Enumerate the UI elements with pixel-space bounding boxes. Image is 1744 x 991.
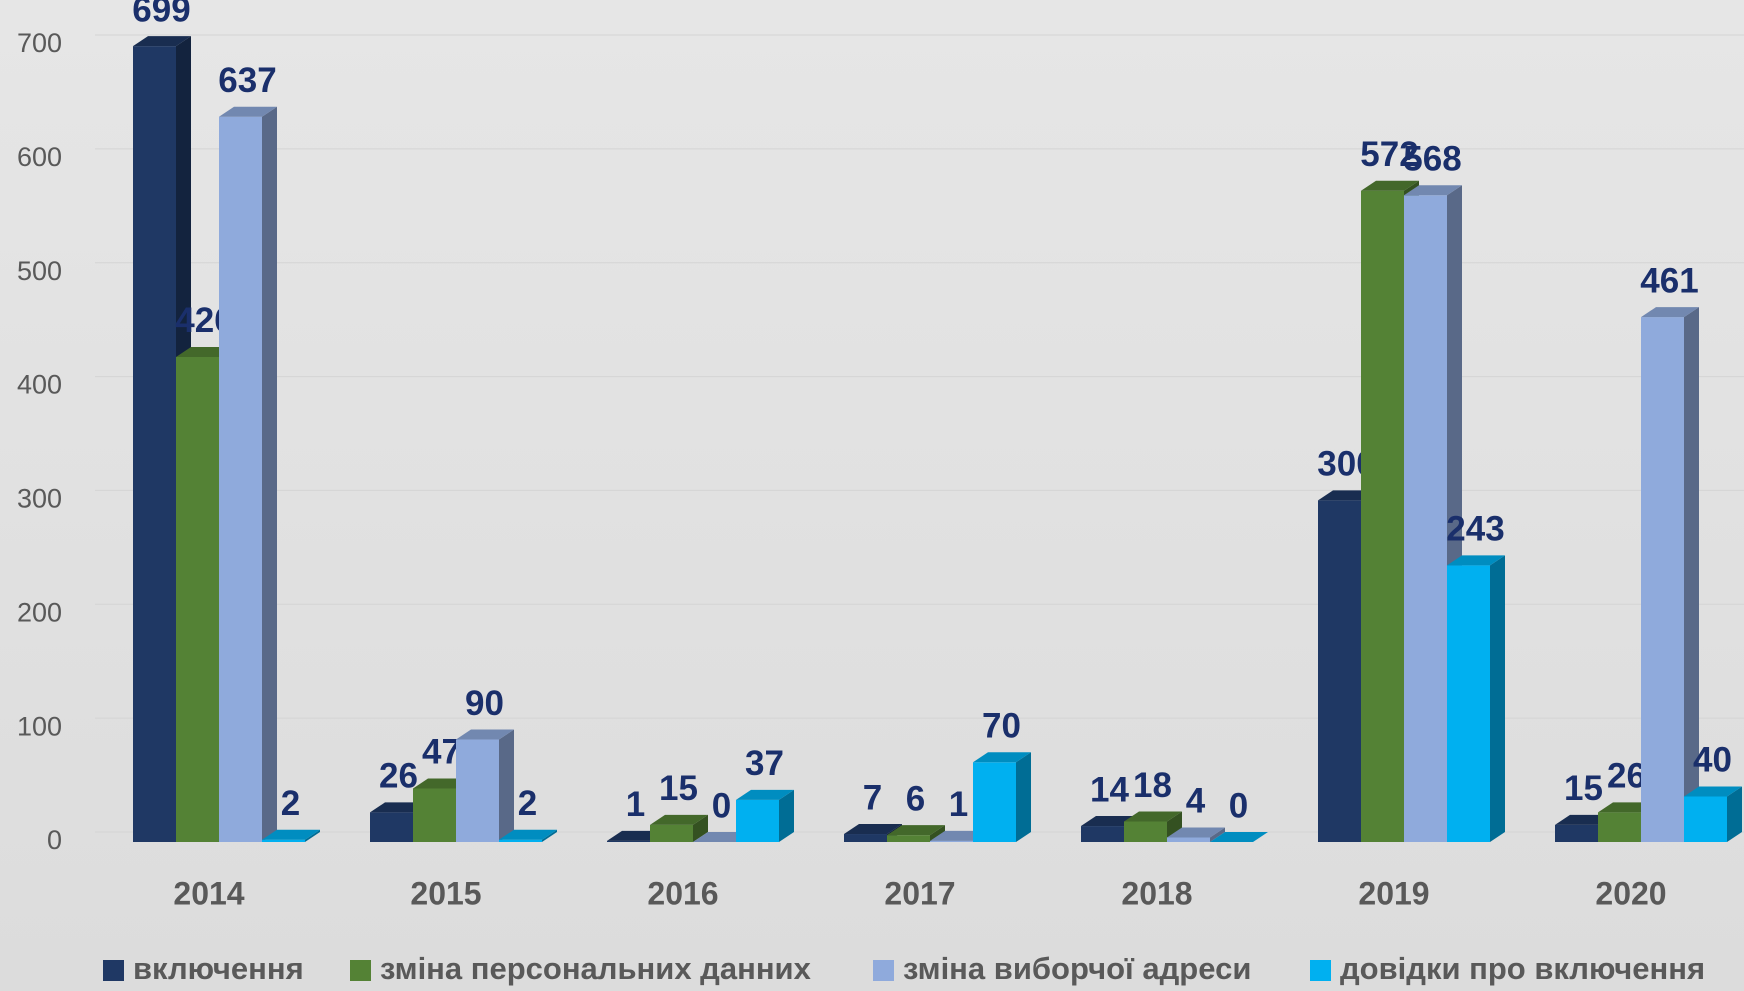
value-label: 1 xyxy=(626,785,645,824)
bar xyxy=(1318,500,1361,842)
y-tick-label: 300 xyxy=(17,484,62,514)
bar xyxy=(930,841,973,842)
y-tick-label: 600 xyxy=(17,142,62,172)
value-label: 90 xyxy=(465,684,504,723)
value-label: 461 xyxy=(1640,261,1698,300)
x-tick-label: 2019 xyxy=(1358,875,1429,911)
bar xyxy=(176,357,219,842)
legend-label: включення xyxy=(133,951,304,986)
y-tick-label: 200 xyxy=(17,597,62,627)
bar-side xyxy=(262,107,277,842)
value-label: 0 xyxy=(712,786,731,825)
legend-label: зміна персональних данних xyxy=(380,951,812,986)
value-label: 15 xyxy=(659,769,698,808)
bar xyxy=(1404,195,1447,842)
x-tick-label: 2015 xyxy=(410,875,481,911)
value-label: 26 xyxy=(1607,757,1646,796)
x-tick-label: 2016 xyxy=(647,875,718,911)
bar-side xyxy=(499,730,514,842)
y-tick-label: 700 xyxy=(17,28,62,58)
bar xyxy=(736,800,779,842)
legend-label: зміна виборчої адреси xyxy=(903,951,1251,986)
bar xyxy=(1361,191,1404,842)
bar xyxy=(844,834,887,842)
value-label: 70 xyxy=(982,707,1021,746)
legend-label: довідки про включення xyxy=(1340,951,1705,986)
legend-swatch xyxy=(873,960,894,981)
value-label: 37 xyxy=(745,744,784,783)
x-tick-label: 2020 xyxy=(1595,875,1666,911)
bar xyxy=(1124,822,1167,842)
bar xyxy=(1447,565,1490,842)
legend-swatch xyxy=(350,960,371,981)
value-label: 18 xyxy=(1133,766,1172,805)
bar xyxy=(413,788,456,842)
x-tick-label: 2014 xyxy=(173,875,244,911)
bar xyxy=(973,762,1016,842)
value-label: 243 xyxy=(1446,510,1504,549)
value-label: 6 xyxy=(906,779,925,818)
value-label: 26 xyxy=(379,757,418,796)
value-label: 15 xyxy=(1564,769,1603,808)
value-label: 568 xyxy=(1403,140,1461,179)
legend-swatch xyxy=(1310,960,1331,981)
value-label: 4 xyxy=(1186,782,1206,821)
value-label: 7 xyxy=(863,778,882,817)
legend-swatch xyxy=(103,960,124,981)
bar xyxy=(219,117,262,842)
value-label: 47 xyxy=(422,733,461,772)
bar xyxy=(133,46,176,842)
y-tick-label: 500 xyxy=(17,256,62,286)
bar xyxy=(1167,837,1210,842)
value-label: 2 xyxy=(518,784,537,823)
value-label: 40 xyxy=(1693,741,1732,780)
value-label: 14 xyxy=(1090,770,1129,809)
value-label: 2 xyxy=(281,784,300,823)
bar xyxy=(887,835,930,842)
bar xyxy=(456,740,499,842)
y-tick-label: 400 xyxy=(17,370,62,400)
y-tick-label: 100 xyxy=(17,711,62,741)
chart: 0100200300400500600700201469942663722015… xyxy=(0,0,1744,991)
bar xyxy=(1641,317,1684,842)
value-label: 637 xyxy=(218,61,276,100)
bar xyxy=(650,825,693,842)
y-tick-label: 0 xyxy=(47,825,62,855)
bar xyxy=(1598,812,1641,842)
bar xyxy=(1081,826,1124,842)
bar xyxy=(262,840,305,842)
x-tick-label: 2017 xyxy=(884,875,955,911)
bar xyxy=(607,841,650,842)
bar xyxy=(1684,796,1727,842)
bar-side xyxy=(1016,752,1031,842)
bar xyxy=(370,812,413,842)
value-label: 699 xyxy=(132,0,190,29)
x-tick-label: 2018 xyxy=(1121,875,1192,911)
bar xyxy=(499,840,542,842)
value-label: 0 xyxy=(1229,786,1248,825)
bar-side xyxy=(1490,555,1505,842)
value-label: 1 xyxy=(949,785,968,824)
bar xyxy=(1555,825,1598,842)
